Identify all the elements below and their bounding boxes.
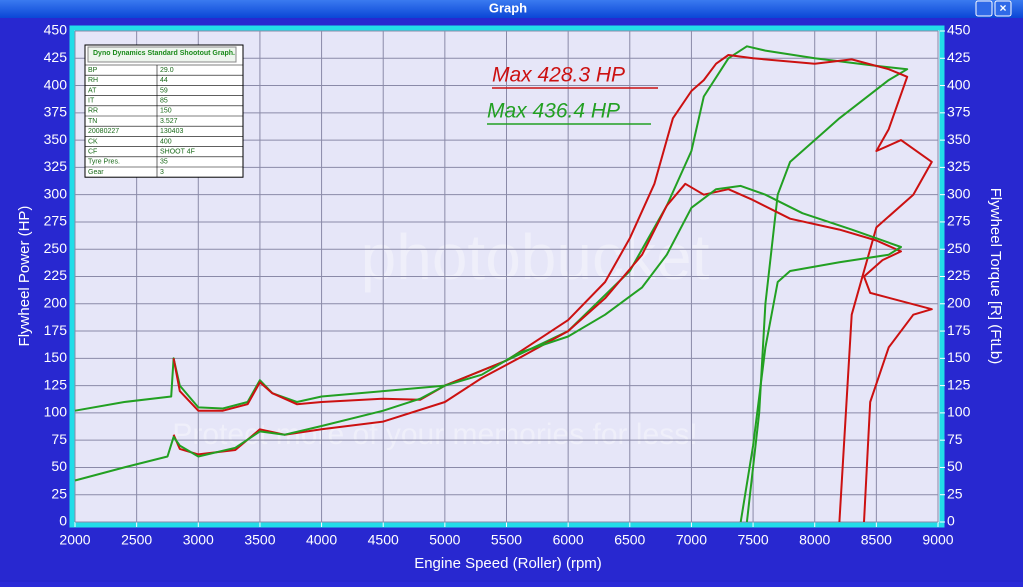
y2-tick-label: 250 <box>947 240 971 256</box>
window-title: Graph <box>489 0 527 15</box>
y2-tick-label: 325 <box>947 158 971 174</box>
y2-tick-label: 200 <box>947 294 971 310</box>
y2-tick-label: 425 <box>947 49 971 65</box>
y2-tick-label: 275 <box>947 213 971 229</box>
y-tick-label: 25 <box>51 485 67 501</box>
y-tick-label: 350 <box>44 131 68 147</box>
x-tick-label: 5500 <box>491 532 522 548</box>
title-bar <box>0 0 1023 18</box>
info-key: 20080227 <box>88 128 119 135</box>
y-tick-label: 375 <box>44 104 68 120</box>
y-tick-label: 100 <box>44 404 68 420</box>
y2-tick-label: 375 <box>947 104 971 120</box>
y-tick-label: 425 <box>44 49 68 65</box>
y-tick-label: 150 <box>44 349 68 365</box>
y2-tick-label: 75 <box>947 431 963 447</box>
info-value: 85 <box>160 98 168 105</box>
watermark: Protect more of your memories for less! <box>172 418 697 451</box>
x-tick-label: 3000 <box>183 532 214 548</box>
y-tick-label: 250 <box>44 240 68 256</box>
series-line <box>74 184 902 523</box>
x-tick-label: 2000 <box>59 532 90 548</box>
y-tick-label: 50 <box>51 458 67 474</box>
y-tick-label: 300 <box>44 185 68 201</box>
watermark: photobucket <box>361 221 710 293</box>
info-key: IT <box>88 98 95 105</box>
info-key: CF <box>88 149 97 156</box>
y2-tick-label: 175 <box>947 322 971 338</box>
info-value: 130403 <box>160 128 183 135</box>
y-tick-label: 325 <box>44 158 68 174</box>
info-box-title: Dyno Dynamics Standard Shootout Graph. <box>93 50 235 57</box>
info-key: Tyre Pres. <box>88 159 120 166</box>
info-value: 29.0 <box>160 67 174 74</box>
y-tick-label: 0 <box>59 513 67 529</box>
y2-tick-label: 125 <box>947 376 971 392</box>
info-value: 150 <box>160 108 172 115</box>
annotation: Max 428.3 HP <box>492 64 625 87</box>
info-key: RR <box>88 108 98 115</box>
close-icon: × <box>999 1 1006 15</box>
x-tick-label: 7000 <box>676 532 707 548</box>
x-tick-label: 6000 <box>553 532 584 548</box>
info-value: 3.527 <box>160 118 178 125</box>
info-key: CK <box>88 138 98 145</box>
x-axis-label: Engine Speed (Roller) (rpm) <box>414 555 602 572</box>
y2-tick-label: 150 <box>947 349 971 365</box>
y-tick-label: 75 <box>51 431 67 447</box>
x-tick-label: 8000 <box>799 532 830 548</box>
info-key: TN <box>88 118 97 125</box>
info-value: 35 <box>160 159 168 166</box>
y-tick-label: 450 <box>44 22 68 38</box>
restore-button[interactable] <box>975 0 993 17</box>
y-tick-label: 125 <box>44 376 68 392</box>
x-tick-label: 3500 <box>244 532 275 548</box>
info-key: AT <box>88 87 97 94</box>
x-tick-label: 2500 <box>121 532 152 548</box>
y2-axis-label: Flywheel Torque [R] (FtLb) <box>987 188 1004 364</box>
info-value: SHOOT 4F <box>160 149 195 156</box>
x-tick-label: 7500 <box>737 532 768 548</box>
series-line <box>74 45 909 523</box>
info-value: 44 <box>160 77 168 84</box>
y-tick-label: 275 <box>44 213 68 229</box>
y-tick-label: 200 <box>44 294 68 310</box>
series-line <box>172 54 933 523</box>
x-tick-label: 9000 <box>922 532 953 548</box>
y-tick-label: 175 <box>44 322 68 338</box>
info-key: BP <box>88 67 98 74</box>
info-box-header <box>87 46 237 63</box>
y2-tick-label: 100 <box>947 404 971 420</box>
y2-tick-label: 450 <box>947 22 971 38</box>
info-key: Gear <box>88 169 104 176</box>
info-box <box>84 44 244 178</box>
y-tick-label: 225 <box>44 267 68 283</box>
y2-tick-label: 50 <box>947 458 963 474</box>
y2-tick-label: 225 <box>947 267 971 283</box>
y2-tick-label: 0 <box>947 513 955 529</box>
info-value: 3 <box>160 169 164 176</box>
info-value: 400 <box>160 138 172 145</box>
y2-tick-label: 25 <box>947 485 963 501</box>
x-tick-label: 4000 <box>306 532 337 548</box>
x-tick-label: 4500 <box>368 532 399 548</box>
y2-tick-label: 400 <box>947 76 971 92</box>
y-tick-label: 400 <box>44 76 68 92</box>
x-tick-label: 5000 <box>429 532 460 548</box>
info-value: 59 <box>160 87 168 94</box>
close-button[interactable] <box>994 0 1012 17</box>
x-tick-label: 8500 <box>861 532 892 548</box>
info-key: RH <box>88 77 98 84</box>
annotation: Max 436.4 HP <box>487 100 620 123</box>
x-tick-label: 6500 <box>614 532 645 548</box>
y-axis-label: Flywheel Power (HP) <box>16 206 33 347</box>
y2-tick-label: 300 <box>947 185 971 201</box>
y2-tick-label: 350 <box>947 131 971 147</box>
